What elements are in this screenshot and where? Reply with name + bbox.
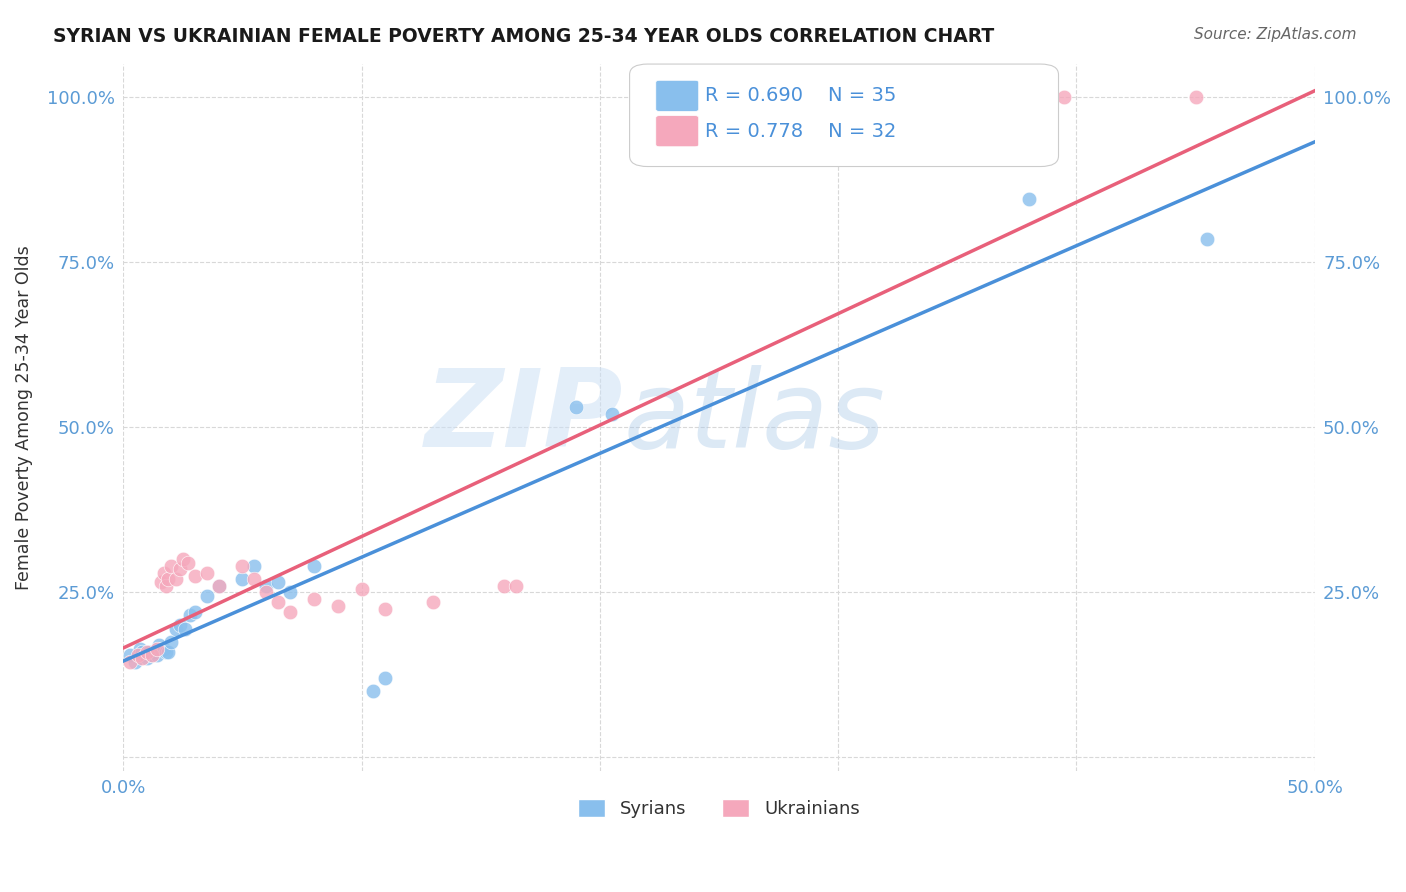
- Point: [363, 684, 385, 698]
- Point: [169, 618, 191, 632]
- Point: [155, 645, 177, 659]
- Point: [157, 645, 180, 659]
- Point: [231, 558, 253, 573]
- Point: [1197, 232, 1219, 246]
- Text: R = 0.778    N = 32: R = 0.778 N = 32: [704, 121, 896, 141]
- Point: [254, 585, 277, 599]
- Point: [148, 638, 170, 652]
- Text: R = 0.690    N = 35: R = 0.690 N = 35: [704, 87, 896, 105]
- Point: [131, 651, 153, 665]
- Legend: Syrians, Ukrainians: Syrians, Ukrainians: [571, 791, 868, 825]
- Point: [254, 579, 277, 593]
- Point: [174, 622, 197, 636]
- Point: [134, 648, 156, 662]
- Text: atlas: atlas: [624, 365, 886, 470]
- Point: [176, 556, 198, 570]
- Point: [150, 641, 173, 656]
- Point: [374, 602, 396, 616]
- Point: [141, 648, 163, 662]
- Point: [150, 575, 173, 590]
- Point: [129, 641, 152, 656]
- Point: [231, 572, 253, 586]
- Point: [1053, 90, 1076, 104]
- Point: [165, 572, 187, 586]
- Point: [302, 592, 325, 607]
- Point: [152, 566, 174, 580]
- Point: [165, 622, 187, 636]
- Point: [267, 595, 290, 609]
- Point: [207, 579, 229, 593]
- Point: [505, 579, 527, 593]
- Point: [179, 608, 201, 623]
- Point: [207, 579, 229, 593]
- Text: ZIP: ZIP: [425, 364, 624, 470]
- Point: [1018, 193, 1040, 207]
- Point: [124, 655, 146, 669]
- FancyBboxPatch shape: [655, 116, 699, 147]
- Point: [127, 648, 149, 662]
- Y-axis label: Female Poverty Among 25-34 Year Olds: Female Poverty Among 25-34 Year Olds: [15, 245, 32, 590]
- Point: [136, 645, 159, 659]
- Point: [494, 579, 516, 593]
- Point: [422, 595, 444, 609]
- Point: [157, 572, 180, 586]
- Point: [1184, 90, 1206, 104]
- Point: [278, 585, 301, 599]
- Point: [565, 401, 588, 415]
- Point: [160, 635, 183, 649]
- Point: [243, 572, 266, 586]
- Point: [160, 558, 183, 573]
- Point: [143, 645, 166, 659]
- Point: [172, 552, 194, 566]
- Point: [267, 575, 290, 590]
- Point: [152, 641, 174, 656]
- Point: [302, 558, 325, 573]
- Point: [195, 566, 218, 580]
- Point: [278, 605, 301, 619]
- Point: [326, 599, 349, 613]
- Point: [155, 579, 177, 593]
- Point: [141, 648, 163, 662]
- Point: [120, 655, 142, 669]
- Point: [138, 645, 160, 659]
- Point: [183, 569, 205, 583]
- Point: [600, 407, 623, 421]
- Point: [120, 648, 142, 662]
- Point: [243, 558, 266, 573]
- Point: [183, 605, 205, 619]
- Point: [145, 648, 167, 662]
- Point: [169, 562, 191, 576]
- Point: [136, 651, 159, 665]
- FancyBboxPatch shape: [630, 64, 1059, 167]
- Point: [131, 645, 153, 659]
- Text: Source: ZipAtlas.com: Source: ZipAtlas.com: [1194, 27, 1357, 42]
- Point: [350, 582, 373, 596]
- Point: [195, 589, 218, 603]
- Point: [374, 671, 396, 685]
- Point: [145, 641, 167, 656]
- FancyBboxPatch shape: [655, 80, 699, 112]
- Text: SYRIAN VS UKRAINIAN FEMALE POVERTY AMONG 25-34 YEAR OLDS CORRELATION CHART: SYRIAN VS UKRAINIAN FEMALE POVERTY AMONG…: [53, 27, 994, 45]
